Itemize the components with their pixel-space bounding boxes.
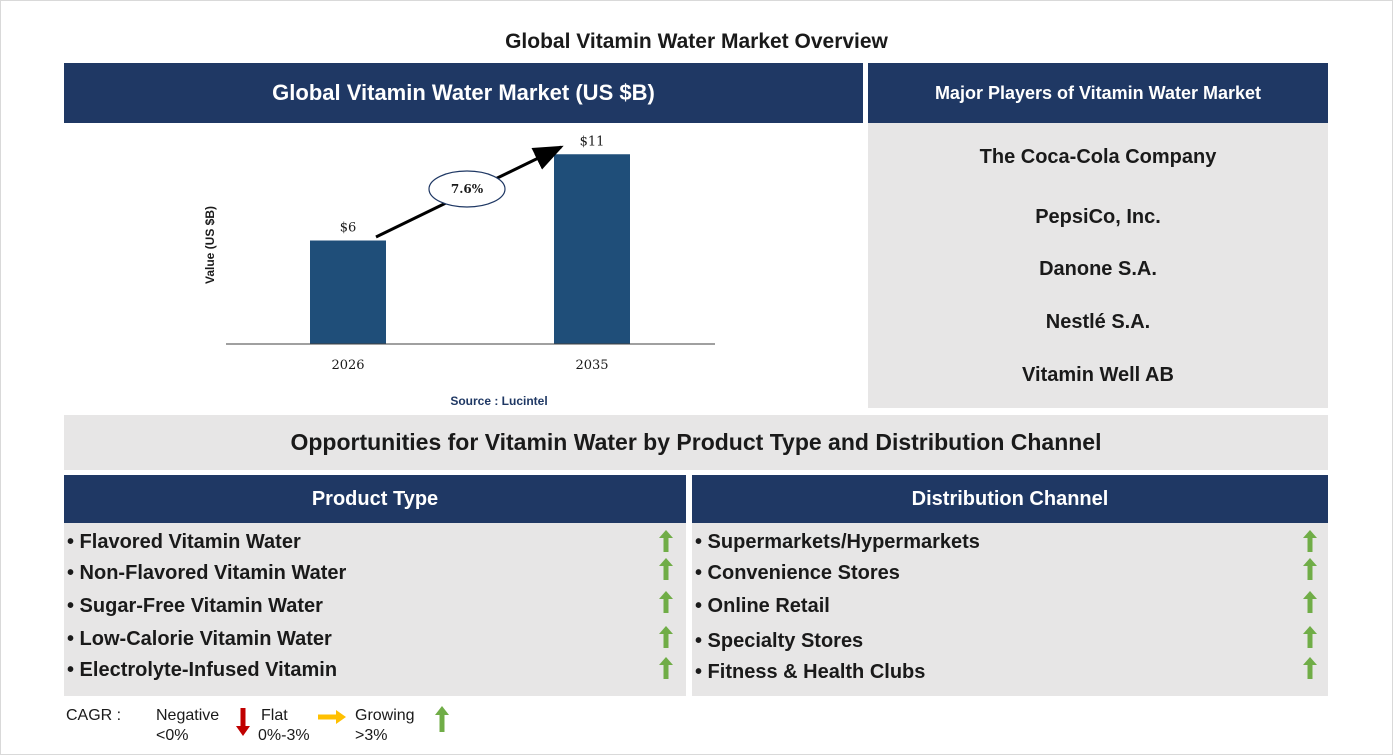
player-item: The Coca-Cola Company <box>979 146 1217 168</box>
green-up-arrow-icon <box>435 706 449 732</box>
product-type-list: • Flavored Vitamin Water • Non-Flavored … <box>64 523 686 696</box>
bar-value-label: $6 <box>340 221 357 236</box>
green-up-arrow-icon <box>659 530 673 552</box>
legend-growing-name: Growing <box>355 707 415 724</box>
distribution-channel-item: • Specialty Stores <box>695 630 864 652</box>
bar-2035 <box>554 154 630 344</box>
yellow-right-arrow-icon <box>318 710 346 724</box>
legend-flat-range: 0%-3% <box>258 727 310 744</box>
x-tick-label: 2035 <box>575 358 608 373</box>
green-up-arrow-icon <box>659 558 673 580</box>
product-type-header: Product Type <box>64 475 686 523</box>
legend-flat-name: Flat <box>261 707 288 724</box>
green-up-arrow-icon <box>1303 657 1317 679</box>
market-bar-chart: Value (US $B) $6 2026 $11 2035 7.6% <box>203 134 715 373</box>
product-type-item: • Flavored Vitamin Water <box>67 531 301 553</box>
distribution-channel-item: • Supermarkets/Hypermarkets <box>695 531 980 553</box>
x-tick-label: 2026 <box>331 358 364 373</box>
y-axis-label: Value (US $B) <box>203 206 217 284</box>
chart-panel-header: Global Vitamin Water Market (US $B) <box>64 63 863 123</box>
green-up-arrow-icon <box>1303 626 1317 648</box>
distribution-channel-item: • Convenience Stores <box>695 562 900 584</box>
distribution-channel-header: Distribution Channel <box>692 475 1328 523</box>
red-down-arrow-icon <box>236 708 250 736</box>
green-up-arrow-icon <box>1303 530 1317 552</box>
product-type-item: • Non-Flavored Vitamin Water <box>67 562 347 584</box>
green-up-arrow-icon <box>659 626 673 648</box>
legend-cagr-label: CAGR : <box>66 707 122 724</box>
legend-negative-range: <0% <box>156 727 189 744</box>
distribution-channel-list: • Supermarkets/Hypermarkets • Convenienc… <box>692 523 1328 696</box>
page-title: Global Vitamin Water Market Overview <box>505 30 888 53</box>
product-type-item: • Low-Calorie Vitamin Water <box>67 628 332 650</box>
opportunities-title: Opportunities for Vitamin Water by Produ… <box>64 415 1328 470</box>
bar-2026 <box>310 240 386 344</box>
player-item: Nestlé S.A. <box>1045 311 1151 333</box>
player-item: Danone S.A. <box>1039 258 1157 280</box>
chart-source: Source : Lucintel <box>450 394 548 408</box>
green-up-arrow-icon <box>659 591 673 613</box>
cagr-label: 7.6% <box>451 182 484 196</box>
legend-growing-range: >3% <box>355 727 388 744</box>
bar-value-label: $11 <box>580 134 605 149</box>
product-type-item: • Sugar-Free Vitamin Water <box>67 595 323 617</box>
players-list: The Coca-Cola Company PepsiCo, Inc. Dano… <box>868 123 1328 408</box>
player-item: PepsiCo, Inc. <box>1035 206 1161 228</box>
green-up-arrow-icon <box>1303 558 1317 580</box>
player-item: Vitamin Well AB <box>1022 364 1174 386</box>
product-type-item: • Electrolyte-Infused Vitamin <box>67 659 338 681</box>
distribution-channel-item: • Online Retail <box>695 595 830 617</box>
green-up-arrow-icon <box>1303 591 1317 613</box>
legend-negative-name: Negative <box>156 707 220 724</box>
players-header: Major Players of Vitamin Water Market <box>868 63 1328 123</box>
distribution-channel-item: • Fitness & Health Clubs <box>695 661 926 683</box>
cagr-ellipse <box>428 170 506 208</box>
green-up-arrow-icon <box>659 657 673 679</box>
